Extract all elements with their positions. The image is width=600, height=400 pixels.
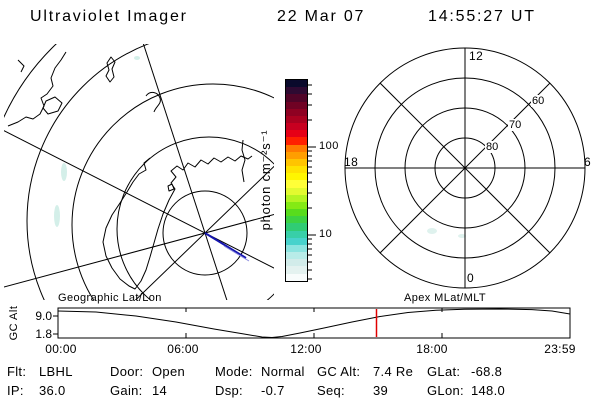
colorbar-step (286, 151, 307, 159)
colorbar-step (286, 108, 307, 116)
telemetry-gcalt: GC Alt: 7.4 Re (317, 364, 414, 379)
strip-xtick-0600: 06:00 (167, 342, 199, 356)
mlat-label-80: 80 (485, 141, 500, 153)
colorbar-step (286, 266, 307, 274)
colorbar-step (286, 259, 307, 267)
colorbar-step (286, 158, 307, 167)
colorbar-step (286, 137, 307, 145)
colorbar-step (286, 244, 307, 253)
coastlines (7, 51, 253, 290)
latitude-circles (4, 44, 274, 300)
strip-ylabel: GC Alt (8, 305, 20, 341)
app-title: Ultraviolet Imager (30, 8, 188, 25)
header-date: 22 Mar 07 (277, 8, 366, 25)
mlat-label-60: 60 (531, 95, 546, 107)
mlt-label-6: 6 (584, 155, 592, 169)
altitude-curve (57, 308, 571, 339)
colorbar-step (286, 144, 307, 152)
colorbar-step (286, 216, 307, 224)
colorbar-step (286, 130, 307, 138)
telemetry-glon: GLon: 148.0 (427, 383, 506, 398)
colorbar-step (286, 166, 307, 174)
telemetry-ip: IP: 36.0 (7, 383, 66, 398)
colorbar-step (286, 187, 307, 195)
colorbar-tick-100: 100 (319, 140, 339, 152)
colorbar-unit-label: photon cm⁻²s⁻¹ (258, 129, 273, 231)
colorbar-ticks (308, 84, 316, 280)
altitude-strip (53, 307, 571, 339)
colorbar-step (286, 115, 307, 124)
colorbar-step (286, 223, 307, 231)
colorbar-gradient (285, 79, 308, 282)
colorbar-tick-10: 10 (319, 228, 333, 240)
satellite-track-tail (223, 245, 250, 262)
strip-ytick-9: 9.0 (35, 309, 52, 323)
aurora-patches-right (427, 228, 466, 238)
colorbar-step (286, 194, 307, 202)
mlt-label-12: 12 (469, 49, 484, 63)
coast-fragment (17, 59, 25, 73)
coast-islet (145, 91, 161, 113)
colorbar-step (286, 237, 307, 245)
colorbar-step (286, 180, 307, 188)
telemetry-gain: Gain: 14 (110, 383, 168, 398)
left-plot-caption: Geographic Lat/Lon (58, 292, 162, 304)
strip-ticks (53, 308, 443, 338)
mlt-label-0: 0 (467, 271, 475, 285)
telemetry-door: Door: Open (110, 364, 186, 379)
meridian-lines (4, 44, 274, 300)
coast-ice-shelf (241, 139, 246, 183)
telemetry-flt: Flt: LBHL (7, 364, 73, 379)
strip-ytick-1: 1.8 (35, 327, 52, 341)
right-plot-caption: Apex MLat/MLT (404, 292, 487, 304)
strip-xtick-1200: 12:00 (290, 342, 322, 356)
telemetry-glat: GLat: -68.8 (427, 364, 503, 379)
telemetry-dsp: Dsp: -0.7 (215, 383, 285, 398)
colorbar-step (286, 201, 307, 210)
coast-island-sg (105, 56, 116, 83)
telemetry-seq: Seq: 39 (317, 383, 389, 398)
colorbar-step (286, 252, 307, 260)
colorbar-step (286, 209, 307, 217)
colorbar-step (286, 101, 307, 109)
satellite-track-line (204, 232, 247, 259)
strip-xtick-2359: 23:59 (544, 342, 576, 356)
coast-antarctica (102, 155, 253, 290)
header-time: 14:55:27 UT (428, 8, 536, 25)
colorbar-step (286, 94, 307, 102)
apex-polar-grid (344, 47, 586, 289)
colorbar-step (286, 230, 307, 238)
mlt-label-18: 18 (344, 155, 359, 169)
aurora-patches-left (54, 56, 140, 227)
colorbar-step (286, 173, 307, 181)
strip-xtick-0000: 00:00 (45, 342, 77, 356)
colorbar-step (286, 80, 307, 88)
geographic-map (4, 44, 274, 300)
colorbar-step (286, 123, 307, 131)
strip-xtick-1800: 18:00 (416, 342, 448, 356)
colorbar-step (286, 273, 307, 281)
telemetry-mode: Mode: Normal (215, 364, 305, 379)
coast-south-america (7, 51, 67, 127)
coast-island-tdf (42, 96, 63, 115)
coast-islet-2 (167, 183, 175, 192)
mlat-label-70: 70 (508, 119, 523, 131)
colorbar-step (286, 87, 307, 95)
